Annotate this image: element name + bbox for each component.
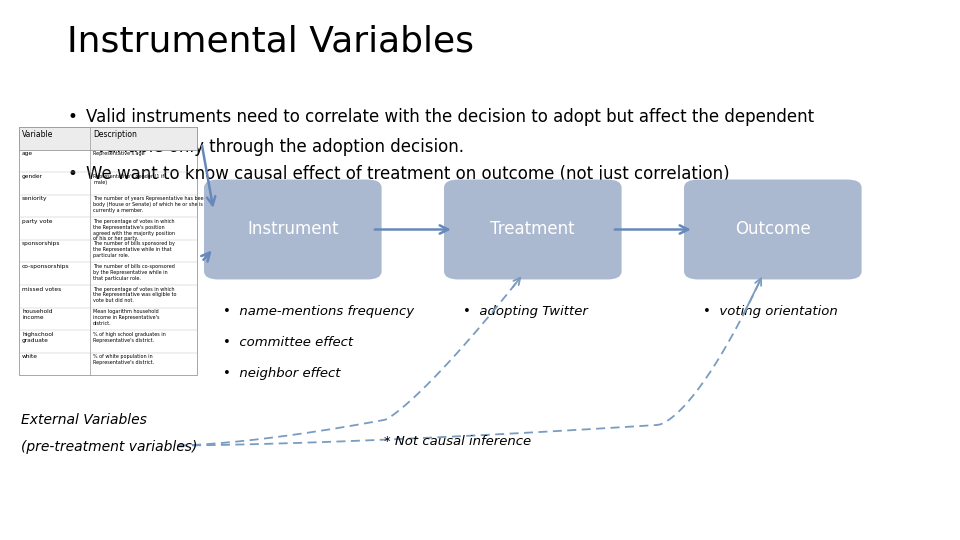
FancyBboxPatch shape [19, 127, 197, 150]
Text: Mean logarithm household
income in Representative's
district.: Mean logarithm household income in Repre… [93, 309, 159, 326]
Text: •: • [67, 165, 77, 183]
FancyBboxPatch shape [19, 127, 197, 375]
Text: The number of bills co-sponsored
by the Representative while in
that particular : The number of bills co-sponsored by the … [93, 264, 175, 281]
Text: % of white population in
Representative's district.: % of white population in Representative'… [93, 354, 155, 365]
Text: gender: gender [22, 174, 43, 179]
Text: Instrument: Instrument [247, 220, 339, 239]
Text: Representative's gender (1 if
male): Representative's gender (1 if male) [93, 174, 164, 185]
Text: The number of years Representative has been in the
body (House or Senate) of whi: The number of years Representative has b… [93, 197, 223, 213]
Text: highschool
graduate: highschool graduate [22, 332, 54, 342]
Text: age: age [22, 151, 34, 156]
Text: missed votes: missed votes [22, 287, 61, 292]
Text: Representative's age: Representative's age [93, 151, 145, 156]
FancyBboxPatch shape [684, 179, 861, 280]
Text: •: • [67, 108, 77, 126]
Text: white: white [22, 354, 38, 359]
Text: The number of bills sponsored by
the Representative while in that
particular rol: The number of bills sponsored by the Rep… [93, 241, 175, 258]
Text: variable only through the adoption decision.: variable only through the adoption decis… [86, 138, 465, 156]
Text: External Variables: External Variables [21, 413, 147, 427]
Text: •  neighbor effect: • neighbor effect [223, 367, 341, 380]
Text: * Not causal inference: * Not causal inference [384, 435, 531, 448]
Text: Variable: Variable [22, 130, 54, 139]
Text: •  voting orientation: • voting orientation [703, 305, 838, 318]
Text: We want to know causal effect of treatment on outcome (not just correlation): We want to know causal effect of treatme… [86, 165, 730, 183]
Text: The percentage of votes in which
the Representative's position
agreed with the m: The percentage of votes in which the Rep… [93, 219, 175, 241]
Text: Valid instruments need to correlate with the decision to adopt but affect the de: Valid instruments need to correlate with… [86, 108, 814, 126]
Text: •  name-mentions frequency: • name-mentions frequency [223, 305, 415, 318]
Text: co-sponsorships: co-sponsorships [22, 264, 70, 269]
Text: •  adopting Twitter: • adopting Twitter [464, 305, 588, 318]
FancyBboxPatch shape [444, 179, 621, 280]
Text: seniority: seniority [22, 197, 48, 201]
Text: % of high school graduates in
Representative's district.: % of high school graduates in Representa… [93, 332, 166, 342]
Text: Instrumental Variables: Instrumental Variables [67, 24, 474, 58]
FancyBboxPatch shape [204, 179, 381, 280]
Text: sponsorships: sponsorships [22, 241, 60, 246]
Text: Treatment: Treatment [491, 220, 575, 239]
Text: party vote: party vote [22, 219, 53, 224]
Text: Description: Description [93, 130, 137, 139]
Text: Outcome: Outcome [735, 220, 810, 239]
Text: (pre-treatment variables): (pre-treatment variables) [21, 440, 198, 454]
Text: household
income: household income [22, 309, 53, 320]
Text: The percentage of votes in which
the Representative was eligible to
vote but did: The percentage of votes in which the Rep… [93, 287, 177, 303]
Text: •  committee effect: • committee effect [223, 336, 353, 349]
